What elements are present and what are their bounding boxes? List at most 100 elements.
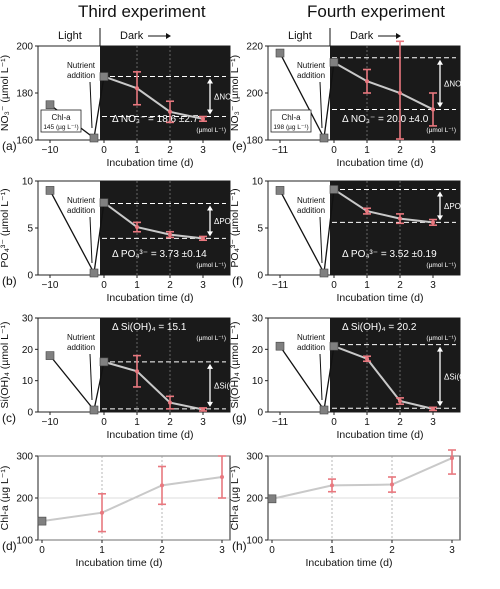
panel-g-data-point [431,406,435,411]
panel-f-delta-label: ΔPO₄³⁻ [444,202,471,211]
panel-d-xtick-label: 3 [219,545,225,556]
panel-g-pre-point [319,405,329,415]
panel-f-pre-line [279,190,325,274]
panel-c-dark-region [100,318,230,412]
panel-f-data-point [398,216,402,221]
panel-h-panel-label: (h) [232,539,247,553]
panel-h-ytick-label: 200 [246,494,263,505]
panel-b-delta-arrowhead-bottom [207,231,213,237]
panel-c-addition-label: addition [67,343,95,352]
panel-e-addition-label: addition [297,71,325,80]
panel-d-xlabel: Incubation time (d) [76,557,163,569]
panel-g-xtick-label: 3 [430,417,436,428]
panel-c-xtick-label: 2 [167,417,173,428]
panel-c-xtick-label: 0 [101,417,107,428]
panel-f-series-line [333,188,434,224]
panel-g-addition-line [323,346,335,411]
panel-a-pre-point [45,100,55,110]
panel-g-data-point [329,341,339,351]
panel-c-panel-label: (c) [2,411,16,425]
panel-a-xtick-label: 0 [101,145,107,156]
panel-d-xtick-label: 1 [99,545,105,556]
panel-b-pre-point [89,268,99,278]
panel-f-xtick-label: 2 [397,280,403,291]
panel-c-delta-unit: (µmol L⁻¹) [196,335,226,342]
panel-f-nutrient-arrow [319,216,323,264]
panel-e-dark-label: Dark [350,30,374,42]
panel-e-ytick-label: 220 [246,42,263,53]
panel-h-data-point [267,494,277,504]
panel-d-data-point [100,510,104,515]
panel-a-data-point [168,109,172,114]
panel-d-series-line [41,476,223,523]
panel-c-series-line [103,360,204,411]
panel-h-xtick-label: 1 [329,545,335,556]
panel-d-ytick-label: 100 [16,536,33,547]
panel-b-ytick-label: 5 [27,224,33,235]
panel-a-dark-label: Dark [120,30,144,42]
panel-b-xtick-label: 2 [167,280,173,291]
panel-f-data-point [365,209,369,214]
panel-g-data-point [365,356,369,361]
panel-g-data-point [398,399,402,404]
panel-g-delta-arrowhead-bottom [437,401,443,407]
panel-b-xtick-label: 0 [101,280,107,291]
panel-d-ytick-label: 200 [16,494,33,505]
panel-e-xtick-label: 2 [397,145,403,156]
panel-h-ylabel: Chl-a (µg L⁻¹) [229,466,241,531]
panel-a-ytick-label: 180 [16,89,33,100]
panel-g-ytick-label: 10 [252,376,264,387]
panel-e-series-line [333,61,434,111]
panel-f-pre-point [319,268,329,278]
panel-a-light-label: Light [58,30,82,42]
panel-d-ylabel: Chl-a (µg L⁻¹) [0,466,11,531]
panel-g-xtick-label: −11 [272,417,289,428]
panel-e-xtick-label: 0 [331,145,337,156]
panel-e-nutrient-label: Nutrient [297,61,326,70]
panel-e-light-label: Light [288,30,312,42]
panel-g-pre-line [279,345,325,411]
panel-d-data-point [160,483,164,488]
panel-c-ytick-label: 0 [27,408,33,419]
panel-f-addition-line [323,189,335,274]
panel-f-nutrient-label: Nutrient [297,196,326,205]
panel-b-delta-text: Δ PO₄³⁻ = 3.73 ±0.14 [112,249,207,260]
panel-d-ytick-label: 300 [16,452,33,463]
panel-e-dark-arrowhead [396,33,401,39]
panel-e-xtick-label: −11 [272,145,289,156]
panel-e-xtick-label: 1 [364,145,370,156]
panel-e-chla-box [270,109,312,133]
panel-a-chla-box [40,109,82,133]
panel-a-delta-arrowhead-bottom [207,109,213,115]
panel-c-delta-arrowhead-top [207,363,213,369]
panel-f-xtick-label: −11 [272,280,289,291]
panel-g-ytick-label: 20 [252,345,264,356]
panel-c-xtick-label: 1 [134,417,140,428]
panel-a-delta-text: Δ NO₃⁻ = 18.6 ±2.7 [112,114,199,125]
panel-h-ytick-label: 300 [246,452,263,463]
panel-e-ylabel: NO₃⁻ (µmol L⁻¹) [229,55,241,131]
panel-d-xtick-label: 2 [159,545,165,556]
panel-f-xlabel: Incubation time (d) [337,292,424,304]
panel-f-data-point [431,220,435,225]
panel-f-dark-region [330,181,460,275]
panel-g-series-line [333,345,434,410]
panel-f-ytick-label: 10 [252,177,264,188]
panel-b-delta-unit: (µmol L⁻¹) [196,262,226,269]
panel-c-addition-line [93,361,105,411]
panel-g-panel-label: (g) [232,411,247,425]
panel-h-xtick-label: 2 [389,545,395,556]
panel-a-series-line [103,75,204,120]
panel-f-delta-text: Δ PO₄³⁻ = 3.52 ±0.19 [342,249,437,260]
column-title-third: Third experiment [78,2,206,21]
panel-g-ytick-label: 30 [252,314,264,325]
panel-f-data-point [329,185,339,194]
panel-a-ylabel: NO₃⁻ (µmol L⁻¹) [0,55,11,131]
panel-a-data-point [135,86,139,91]
panel-d-xtick-label: 0 [39,545,45,556]
panel-f-ytick-label: 5 [257,224,263,235]
panel-b-nutrient-label: Nutrient [67,196,96,205]
panel-e-delta-unit: (µmol L⁻¹) [426,127,456,134]
panel-d-panel-label: (d) [2,539,17,553]
panel-c-ytick-label: 20 [22,345,34,356]
